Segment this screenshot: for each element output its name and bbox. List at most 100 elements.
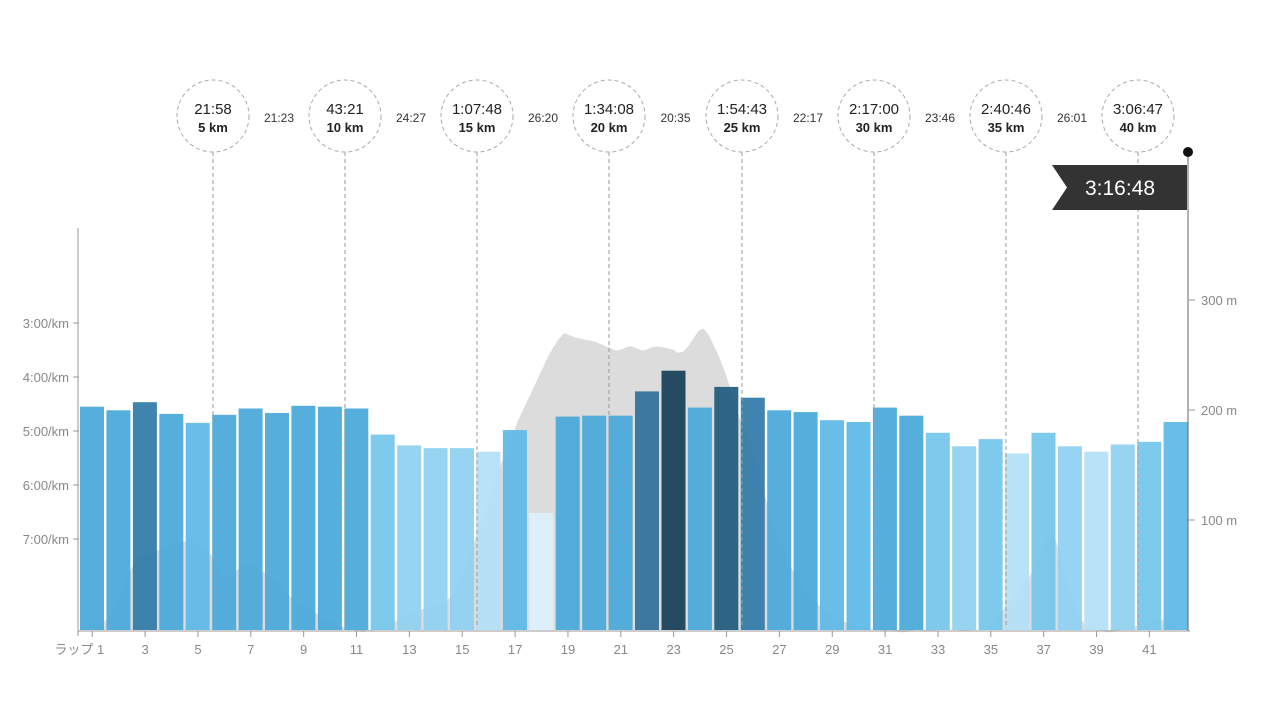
split-marker-25km: 1:54:43 25 km — [705, 79, 779, 626]
split-cumulative-time: 1:34:08 — [584, 101, 634, 118]
elevation-tick-label: 300 m — [1201, 293, 1237, 308]
lap-bar-19 — [555, 416, 580, 630]
finish-pole-top — [1183, 147, 1193, 157]
segment-time: 20:35 — [660, 111, 690, 125]
split-distance: 10 km — [327, 120, 364, 135]
x-tick-label: 19 — [561, 642, 575, 657]
lap-bar-3 — [132, 402, 157, 630]
x-tick-label: 35 — [984, 642, 998, 657]
split-cumulative-time: 1:54:43 — [717, 101, 767, 118]
split-distance: 40 km — [1120, 120, 1157, 135]
y-tick-label: 6:00/km — [23, 478, 69, 493]
finish-time: 3:16:48 — [1085, 177, 1155, 200]
split-circle — [308, 79, 382, 153]
x-tick-label: 39 — [1089, 642, 1103, 657]
lap-bar-28 — [793, 412, 818, 630]
lap-bar-41 — [1137, 441, 1162, 630]
lap-bar-14 — [423, 448, 448, 630]
x-tick-label: 31 — [878, 642, 892, 657]
x-tick-label: 41 — [1142, 642, 1156, 657]
lap-bar-6 — [212, 414, 237, 630]
split-circle — [1101, 79, 1175, 153]
lap-bar-18 — [529, 512, 554, 630]
x-tick-label: 25 — [719, 642, 733, 657]
lap-bar-1 — [80, 406, 104, 630]
split-cumulative-time: 3:06:47 — [1113, 101, 1163, 118]
lap-bar-31 — [872, 407, 897, 630]
x-tick-label: 3 — [141, 642, 148, 657]
split-circle — [705, 79, 779, 153]
lap-bar-25 — [714, 386, 739, 630]
lap-bar-15 — [450, 448, 474, 630]
lap-bar-8 — [265, 413, 289, 630]
split-cumulative-time: 2:17:00 — [849, 101, 899, 118]
lap-bar-37 — [1031, 432, 1056, 630]
lap-bar-26 — [740, 397, 765, 630]
x-tick-label: 7 — [247, 642, 254, 657]
lap-bar-39 — [1084, 451, 1109, 630]
split-marker-10km: 43:21 10 km — [308, 79, 382, 626]
lap-bar-20 — [582, 415, 607, 630]
split-markers: 21:58 5 km 43:21 10 km 1:07:48 15 km 1:34:08 20… — [176, 79, 1175, 626]
x-tick-label: 13 — [402, 642, 416, 657]
split-distance: 25 km — [724, 120, 761, 135]
lap-bar-4 — [159, 413, 184, 630]
lap-bar-30 — [846, 422, 871, 630]
split-marker-5km: 21:58 5 km — [176, 79, 250, 626]
elevation-tick-label: 200 m — [1201, 403, 1237, 418]
lap-bar-32 — [899, 415, 924, 630]
lap-bar-13 — [397, 445, 422, 630]
split-distance: 15 km — [459, 120, 496, 135]
lap-bar-10 — [317, 406, 342, 630]
x-tick-label: 5 — [194, 642, 201, 657]
split-cumulative-time: 21:58 — [194, 101, 232, 118]
lap-bar-29 — [820, 420, 844, 630]
split-circle — [837, 79, 911, 153]
x-tick-label: 37 — [1036, 642, 1050, 657]
lap-bar-24 — [687, 407, 712, 630]
lap-pace-bars — [80, 370, 1188, 630]
split-marker-20km: 1:34:08 20 km — [572, 79, 646, 626]
split-circle — [572, 79, 646, 153]
segment-time: 22:17 — [793, 111, 823, 125]
split-distance: 35 km — [988, 120, 1025, 135]
lap-bar-42 — [1163, 422, 1188, 630]
lap-bar-17 — [502, 430, 527, 630]
split-distance: 20 km — [591, 120, 628, 135]
x-tick-label: 29 — [825, 642, 839, 657]
split-cumulative-time: 1:07:48 — [452, 101, 502, 118]
split-marker-40km: 3:06:47 40 km — [1101, 79, 1175, 626]
split-marker-15km: 1:07:48 15 km — [440, 79, 514, 626]
lap-bar-34 — [952, 446, 977, 630]
elevation-profile — [79, 328, 1190, 633]
x-tick-label: 27 — [772, 642, 786, 657]
y-tick-label: 4:00/km — [23, 370, 69, 385]
split-marker-30km: 2:17:00 30 km — [837, 79, 911, 626]
x-tick-label: 21 — [614, 642, 628, 657]
lap-bar-21 — [608, 415, 633, 630]
elevation-area — [79, 328, 1190, 633]
x-tick-label: 17 — [508, 642, 522, 657]
finish-flag-shape — [1052, 165, 1187, 210]
x-tick-label: 15 — [455, 642, 469, 657]
y-tick-label: 7:00/km — [23, 532, 69, 547]
lap-bar-22 — [635, 391, 659, 630]
elevation-tick-label: 100 m — [1201, 513, 1237, 528]
split-distance: 5 km — [198, 120, 228, 135]
segment-time: 21:23 — [264, 111, 294, 125]
segment-time: 24:27 — [396, 111, 426, 125]
x-tick-label: 9 — [300, 642, 307, 657]
lap-bar-40 — [1110, 444, 1135, 630]
lap-bar-12 — [370, 434, 395, 630]
split-circle — [440, 79, 514, 153]
split-cumulative-time: 43:21 — [326, 101, 364, 118]
split-cumulative-time: 2:40:46 — [981, 101, 1031, 118]
lap-bar-27 — [767, 410, 792, 630]
lap-bar-5 — [185, 422, 210, 630]
split-circle — [969, 79, 1043, 153]
lap-bar-16 — [476, 451, 501, 630]
x-tick-label: 23 — [666, 642, 680, 657]
segment-time: 26:01 — [1057, 111, 1087, 125]
lap-bar-7 — [238, 408, 263, 630]
lap-bar-11 — [344, 408, 369, 630]
